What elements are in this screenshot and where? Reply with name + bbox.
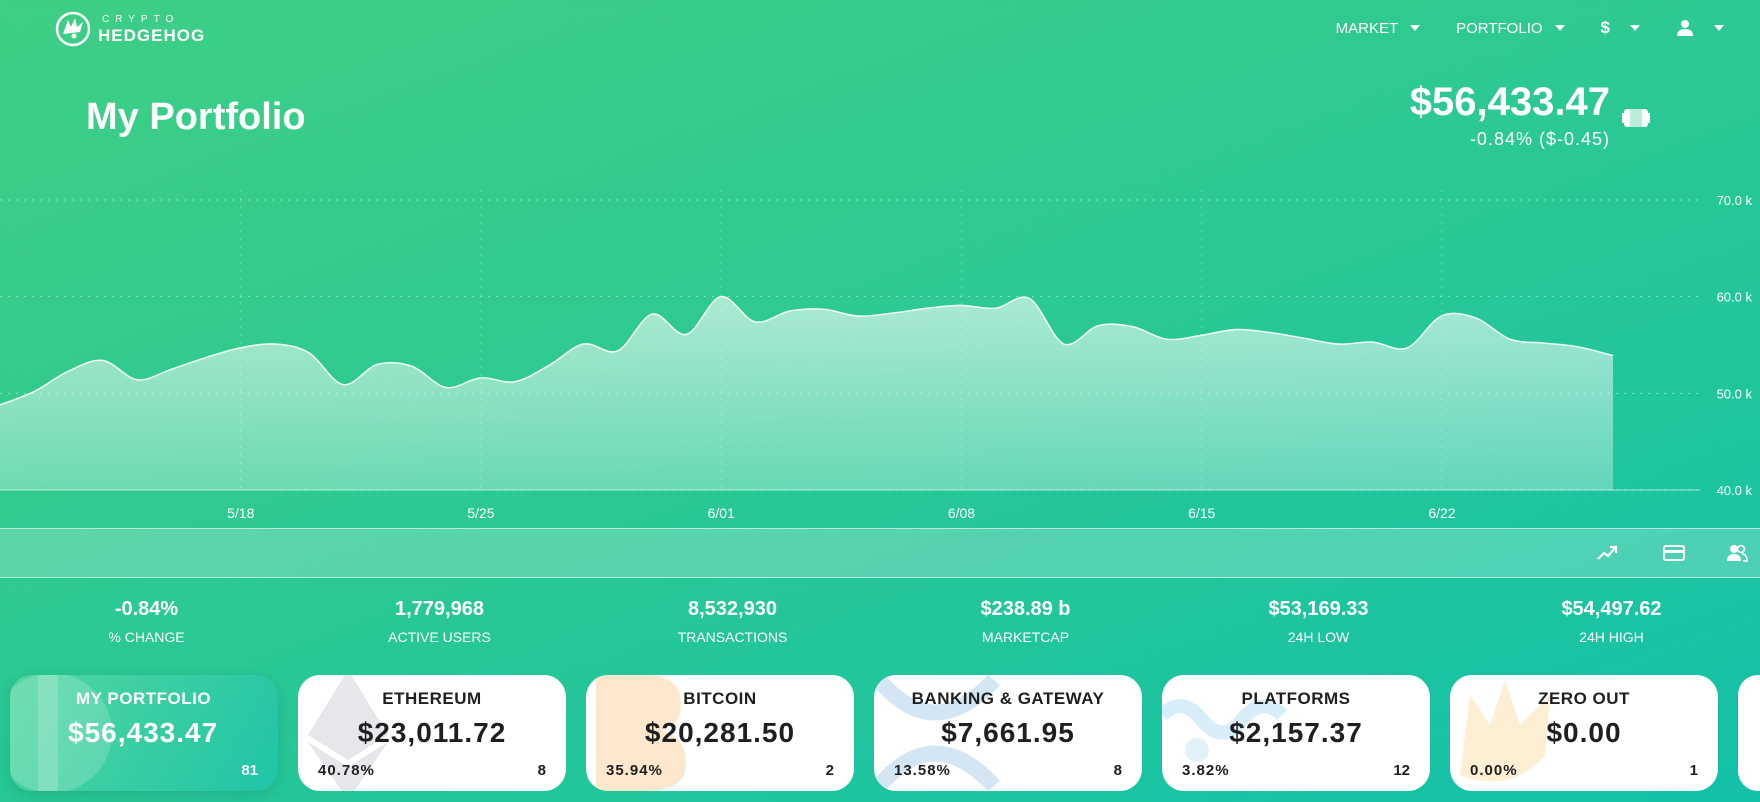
chevron-down-icon bbox=[1554, 25, 1565, 31]
portfolio-line bbox=[0, 295, 1614, 406]
portfolio-cards: MY PORTFOLIO $56,433.47 81 ETHEREUM $23,… bbox=[10, 675, 1760, 793]
y-tick-label: 40.0 k bbox=[1717, 483, 1753, 498]
card-count: 1 bbox=[1689, 762, 1698, 779]
portfolio-icon bbox=[10, 675, 112, 791]
y-tick-label: 50.0 k bbox=[1717, 386, 1753, 401]
card-name: BITCOIN bbox=[683, 689, 757, 708]
card-percent: 13.58% bbox=[894, 762, 951, 779]
card-value: $23,011.72 bbox=[357, 717, 507, 748]
card-name: ETHEREUM bbox=[382, 689, 482, 708]
currency-label: $ bbox=[1600, 18, 1610, 37]
card-name: ZERO OUT bbox=[1538, 689, 1630, 708]
card-count: 8 bbox=[537, 762, 546, 779]
user-icon bbox=[1677, 20, 1693, 36]
platforms-icon bbox=[1162, 699, 1287, 762]
stat-percent-change: -0.84% % CHANGE bbox=[0, 598, 293, 645]
stat-label: ACTIVE USERS bbox=[388, 629, 491, 645]
stat-label: % CHANGE bbox=[108, 629, 185, 645]
card-ethereum[interactable]: ETHEREUM $23,011.72 40.78% 8 bbox=[298, 675, 566, 791]
hedgehog-logo-icon bbox=[55, 11, 91, 47]
y-tick-label: 70.0 k bbox=[1717, 193, 1753, 208]
credit-card-icon[interactable] bbox=[1663, 543, 1685, 563]
ripple-icon bbox=[874, 675, 1000, 791]
card-percent: 40.78% bbox=[318, 762, 375, 779]
stat-label: MARKETCAP bbox=[981, 629, 1070, 645]
portfolio-total-value: $56,433.47 bbox=[1409, 80, 1610, 124]
stats-row: -0.84% % CHANGE 1,779,968 ACTIVE USERS 8… bbox=[0, 598, 1760, 645]
stat-label: 24H LOW bbox=[1287, 629, 1350, 645]
card-platforms[interactable]: PLATFORMS $2,157.37 3.82% 12 bbox=[1162, 675, 1430, 791]
portfolio-chart[interactable]: 40.0 k 50.0 k 60.0 k 70.0 k 5/18 5/25 6/01 6/08… bbox=[0, 170, 1760, 526]
portfolio-menu[interactable]: PORTFOLIO bbox=[1456, 19, 1565, 37]
stat-active-users: 1,779,968 ACTIVE USERS bbox=[293, 598, 586, 645]
x-tick-label: 6/15 bbox=[1188, 505, 1215, 521]
card-value: $56,433.47 bbox=[68, 717, 219, 748]
card-zero-out[interactable]: ZERO OUT $0.00 0.00% 1 bbox=[1450, 675, 1718, 791]
portfolio-area bbox=[0, 296, 1614, 490]
card-banking-gateway[interactable]: BANKING & GATEWAY $7,661.95 13.58% 8 bbox=[874, 675, 1142, 791]
trending-up-icon[interactable] bbox=[1596, 543, 1618, 563]
portfolio-menu-label: PORTFOLIO bbox=[1456, 19, 1543, 37]
card-bitcoin[interactable]: BITCOIN $20,281.50 35.94% 2 bbox=[586, 675, 854, 791]
card-name: MY PORTFOLIO bbox=[76, 689, 212, 708]
main-nav: MARKET PORTFOLIO $ bbox=[1300, 18, 1724, 38]
stat-value: $54,497.62 bbox=[1561, 598, 1662, 620]
logo-text-bottom: HEDGEHOG bbox=[98, 25, 206, 45]
x-tick-label: 6/22 bbox=[1428, 505, 1455, 521]
stat-24h-high: $54,497.62 24H HIGH bbox=[1465, 598, 1758, 645]
y-tick-label: 60.0 k bbox=[1717, 290, 1753, 305]
stat-value: 1,779,968 bbox=[395, 598, 484, 620]
card-percent: 35.94% bbox=[606, 762, 663, 779]
card-value: $7,661.95 bbox=[941, 717, 1075, 748]
card-value: $0.00 bbox=[1546, 717, 1622, 748]
card-value: $20,281.50 bbox=[644, 717, 796, 748]
card-count: 8 bbox=[1113, 762, 1122, 779]
chart-toolbar bbox=[0, 528, 1760, 578]
card-percent: 3.82% bbox=[1182, 762, 1230, 779]
currency-menu[interactable]: $ bbox=[1601, 18, 1640, 38]
x-tick-label: 6/01 bbox=[708, 505, 735, 521]
card-name: PLATFORMS bbox=[1241, 689, 1351, 708]
stat-value: -0.84% bbox=[114, 598, 179, 620]
card-count: 81 bbox=[241, 762, 258, 779]
top-bar: CRYPTO HEDGEHOG MARKET PORTFOLIO $ bbox=[0, 0, 1760, 60]
stat-value: $238.89 b bbox=[980, 598, 1071, 620]
logo-text-top: CRYPTO bbox=[102, 13, 180, 25]
card-name: BANKING & GATEWAY bbox=[911, 689, 1105, 708]
card-my-portfolio[interactable]: MY PORTFOLIO $56,433.47 81 bbox=[10, 675, 278, 791]
users-icon[interactable] bbox=[1726, 543, 1748, 563]
logo[interactable]: CRYPTO HEDGEHOG bbox=[54, 10, 205, 48]
portfolio-total: $56,433.47 -0.84% ($-0.45) bbox=[1410, 80, 1610, 150]
stat-label: 24H HIGH bbox=[1579, 629, 1644, 645]
stat-label: TRANSACTIONS bbox=[677, 629, 788, 645]
x-tick-label: 5/25 bbox=[467, 505, 494, 521]
stat-24h-low: $53,169.33 24H LOW bbox=[1172, 598, 1465, 645]
chevron-down-icon bbox=[1714, 25, 1724, 31]
stat-value: $53,169.33 bbox=[1268, 598, 1369, 620]
stat-transactions: 8,532,930 TRANSACTIONS bbox=[586, 598, 879, 645]
x-tick-label: 5/18 bbox=[227, 505, 254, 521]
stat-value: 8,532,930 bbox=[688, 598, 777, 620]
bitcoin-icon bbox=[596, 675, 686, 791]
card-partial[interactable] bbox=[1738, 675, 1760, 791]
card-percent: 0.00% bbox=[1470, 762, 1518, 779]
chevron-down-icon bbox=[1630, 25, 1640, 31]
page-title: My Portfolio bbox=[86, 96, 306, 138]
user-menu[interactable] bbox=[1676, 19, 1724, 37]
market-menu[interactable]: MARKET bbox=[1336, 20, 1421, 37]
market-menu-label: MARKET bbox=[1335, 19, 1399, 37]
card-count: 2 bbox=[825, 762, 834, 779]
x-tick-label: 6/08 bbox=[948, 505, 975, 521]
card-value: $2,157.37 bbox=[1229, 717, 1363, 748]
chevron-down-icon bbox=[1410, 25, 1421, 31]
wallet-icon[interactable] bbox=[1622, 107, 1650, 129]
hedgehog-icon bbox=[1460, 680, 1550, 782]
ethereum-icon bbox=[308, 675, 388, 791]
stat-marketcap: $238.89 b MARKETCAP bbox=[879, 598, 1172, 645]
card-count: 12 bbox=[1393, 762, 1410, 779]
portfolio-total-change: -0.84% ($-0.45) bbox=[1469, 129, 1610, 149]
